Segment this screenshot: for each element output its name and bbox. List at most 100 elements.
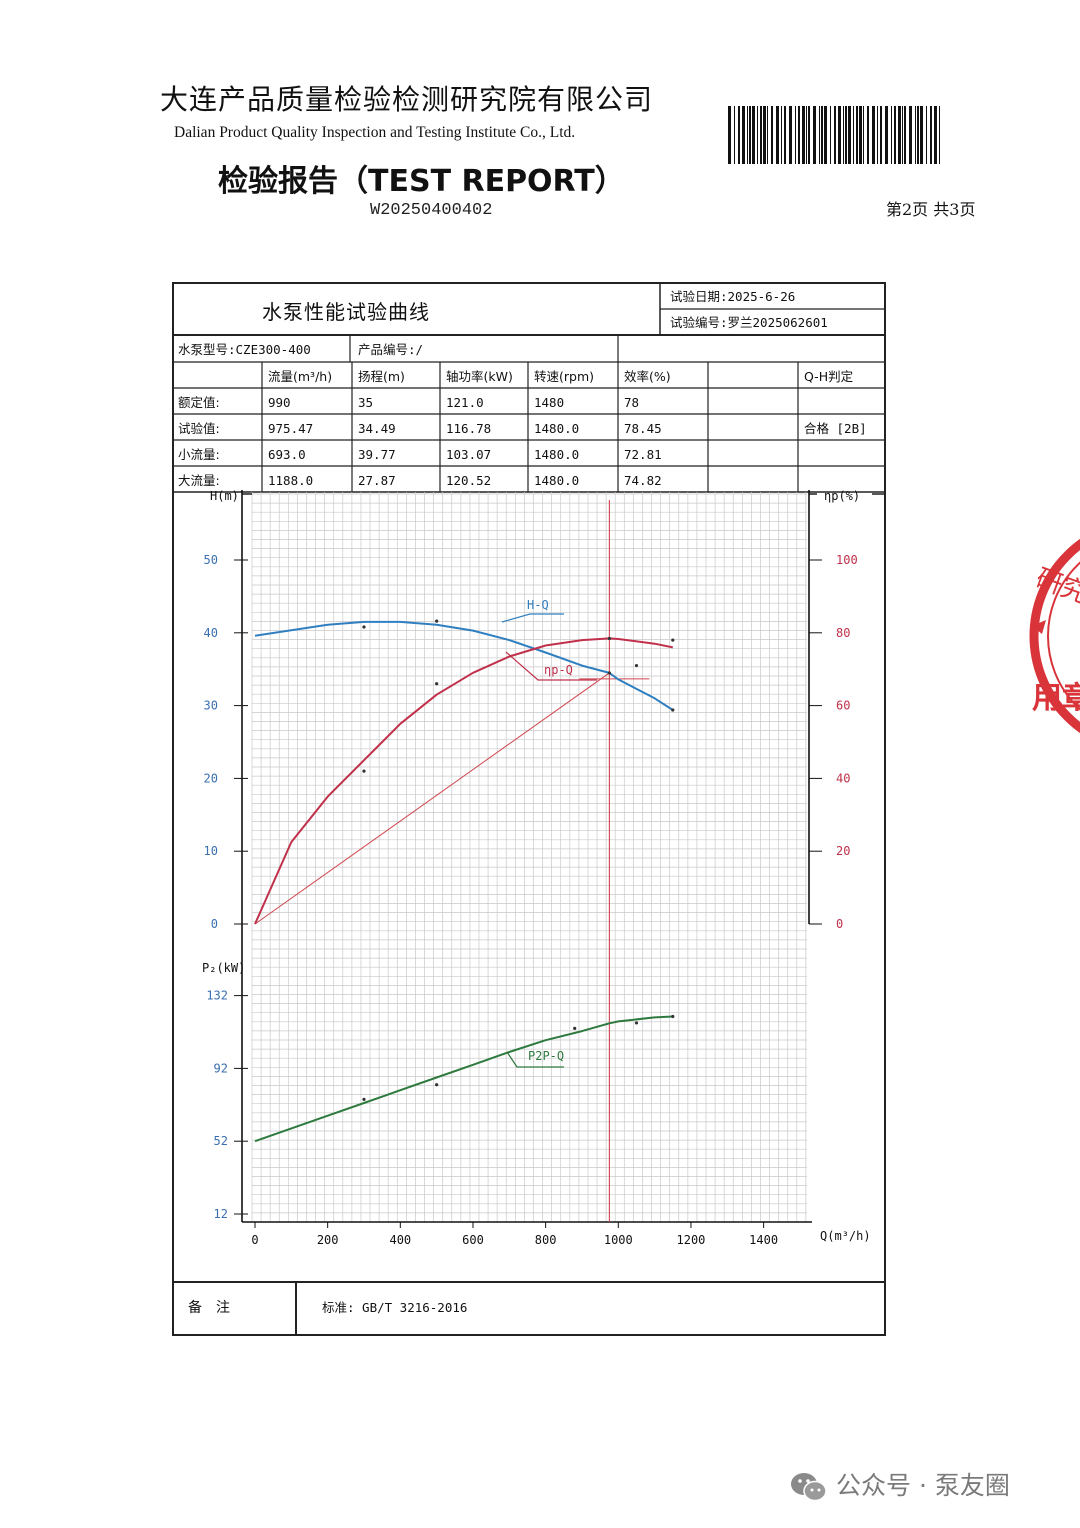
x-axis-label: Q(m³/h)	[820, 1229, 871, 1243]
data-point	[573, 1026, 577, 1030]
row-label: 小流量:	[178, 447, 220, 462]
barcode-image	[728, 106, 940, 164]
report-number: W20250400402	[370, 201, 493, 220]
x-tick-label: 0	[251, 1233, 258, 1247]
column-header: 效率(%)	[624, 369, 671, 384]
data-point	[634, 1021, 639, 1025]
performance-test-sheet: 水泵性能试验曲线 试验日期:2025-6-26 试验编号:罗兰202506260…	[172, 282, 886, 1336]
row-label: 试验值:	[178, 421, 220, 436]
series-label: ηp-Q	[544, 663, 573, 677]
series-label: P2P-Q	[528, 1049, 564, 1063]
data-point	[671, 708, 675, 712]
row-label: 额定值:	[178, 395, 220, 410]
x-tick-label: 1000	[604, 1233, 633, 1247]
pump-performance-chart: H(m) ηp(%)P₂(kW)Q(m³/h)0 200 400 600 800 1000 1…	[202, 489, 884, 1247]
table-cell: 合格 [2B]	[804, 421, 867, 436]
data-point	[671, 638, 675, 642]
data-point	[671, 1014, 675, 1019]
x-tick-label: 400	[389, 1233, 411, 1247]
table-cell: 78	[624, 395, 639, 410]
data-point	[435, 682, 439, 686]
watermark-text: 公众号 · 泵友圈	[836, 1471, 1010, 1500]
data-point	[362, 625, 366, 629]
table-cell: 1480.0	[534, 421, 579, 436]
chart-grid	[251, 492, 807, 1223]
pump-model: 水泵型号:CZE300-400	[178, 342, 311, 357]
x-tick-label: 600	[462, 1233, 484, 1247]
data-point	[634, 663, 639, 668]
series-label: H-Q	[527, 598, 549, 612]
wechat-icon	[791, 1473, 827, 1502]
x-tick-label: 1200	[677, 1233, 706, 1247]
h-tick-label: 30	[204, 699, 218, 713]
table-cell: 39.77	[358, 447, 396, 462]
remarks-label: 备 注	[188, 1299, 230, 1316]
column-header: 扬程(m)	[358, 369, 405, 384]
table-cell: 1480	[534, 395, 564, 410]
p-tick-label: 12	[214, 1207, 228, 1221]
table-cell: 120.52	[446, 473, 491, 488]
table-cell: 103.07	[446, 447, 491, 462]
h-tick-label: 0	[211, 917, 218, 931]
p-axis-label: P₂(kW)	[202, 961, 245, 975]
official-seal-stamp: 研究 用章	[1029, 538, 1080, 734]
table-cell: 116.78	[446, 421, 491, 436]
product-number: 产品编号:/	[358, 342, 423, 357]
table-cell: 1188.0	[268, 473, 313, 488]
data-point	[362, 769, 366, 773]
column-header: 轴功率(kW)	[446, 369, 513, 384]
x-tick-label: 200	[317, 1233, 339, 1247]
h-tick-label: 10	[204, 844, 218, 858]
test-date: 试验日期:2025-6-26	[670, 289, 795, 304]
data-point	[435, 619, 439, 623]
chart-axes	[234, 490, 884, 1228]
data-point	[362, 1097, 366, 1101]
data-point	[607, 671, 611, 675]
institute-name-cn: 大连产品质量检验检测研究院有限公司	[160, 83, 654, 116]
eta-tick-label: 0	[836, 917, 843, 931]
h-axis-label: H(m)	[210, 489, 239, 503]
report-title: 检验报告（TEST REPORT）	[218, 164, 625, 199]
series-line-p	[254, 1015, 673, 1143]
wechat-watermark: 公众号 · 泵友圈	[790, 1466, 1010, 1503]
column-header: 转速(rpm)	[534, 369, 594, 384]
page-indicator: 第2页 共3页	[886, 200, 976, 219]
table-cell: 990	[268, 395, 291, 410]
table-cell: 121.0	[446, 395, 484, 410]
data-point	[607, 636, 611, 641]
eta-tick-label: 40	[836, 771, 850, 785]
h-tick-label: 50	[204, 553, 218, 567]
table-cell: 693.0	[268, 447, 306, 462]
table-cell: 27.87	[358, 473, 396, 488]
table-cell: 975.47	[268, 421, 313, 436]
eta-tick-label: 60	[836, 699, 850, 713]
table-cell: 78.45	[624, 421, 662, 436]
series-line-eta	[254, 637, 673, 925]
svg-text:用章: 用章	[1032, 681, 1080, 716]
eta-tick-label: 20	[836, 844, 850, 858]
h-tick-label: 20	[204, 771, 218, 785]
duty-point-ray	[254, 672, 610, 925]
h-tick-label: 40	[204, 626, 218, 640]
series-line-h	[254, 620, 674, 711]
p-tick-label: 132	[206, 989, 228, 1003]
table-cell: 72.81	[624, 447, 662, 462]
table-cell: 35	[358, 395, 373, 410]
test-number: 试验编号:罗兰2025062601	[670, 315, 828, 330]
table-cell: 74.82	[624, 473, 662, 488]
eta-tick-label: 80	[836, 626, 850, 640]
table-cell: 34.49	[358, 421, 396, 436]
table-cell: 1480.0	[534, 447, 579, 462]
standard-reference: 标准: GB/T 3216-2016	[322, 1300, 467, 1315]
column-header: Q-H判定	[804, 369, 853, 384]
p-tick-label: 52	[214, 1134, 228, 1148]
data-point	[435, 1083, 439, 1087]
p-tick-label: 92	[214, 1061, 228, 1075]
eta-axis-label: ηp(%)	[824, 489, 860, 503]
x-tick-label: 1400	[749, 1233, 778, 1247]
row-label: 大流量:	[178, 473, 220, 488]
table-cell: 1480.0	[534, 473, 579, 488]
institute-name-en: Dalian Product Quality Inspection and Te…	[174, 124, 576, 141]
column-header: 流量(m³/h)	[268, 369, 332, 384]
eta-tick-label: 100	[836, 553, 858, 567]
